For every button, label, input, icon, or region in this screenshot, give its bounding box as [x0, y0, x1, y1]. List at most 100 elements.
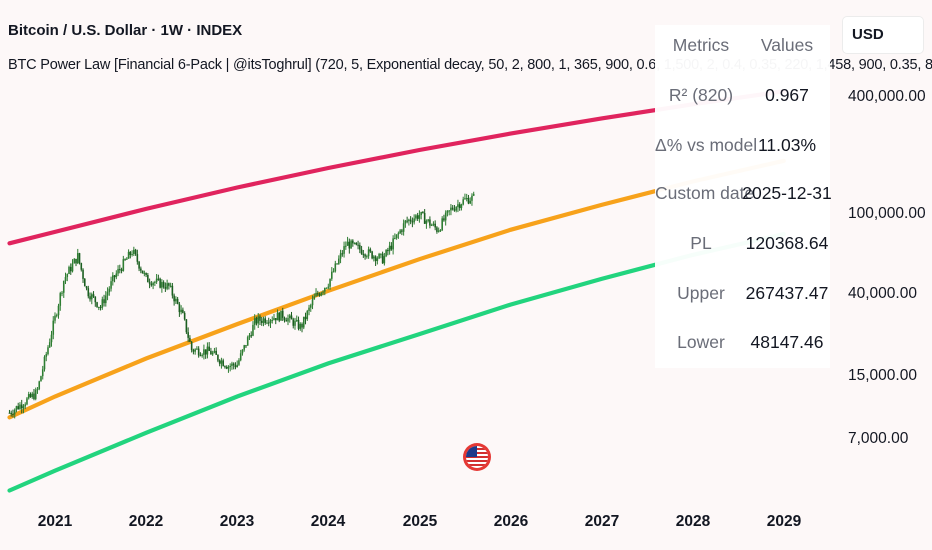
candle-body	[204, 349, 207, 355]
candle-body	[155, 278, 158, 282]
candle-body	[327, 286, 330, 288]
price-scale[interactable]	[840, 0, 932, 550]
candle-body	[409, 219, 412, 222]
candle-body	[444, 212, 447, 221]
time-axis-label: 2025	[402, 513, 438, 530]
candle-body	[455, 207, 457, 211]
candle-body	[145, 272, 147, 275]
candle-body	[318, 294, 321, 296]
candle-body	[222, 360, 224, 367]
candle-body	[68, 266, 70, 274]
metrics-row-custom-date: Custom date 2025-12-31	[655, 183, 832, 211]
candle-body	[427, 219, 429, 221]
candle-body	[168, 283, 170, 286]
candle-body	[315, 293, 317, 297]
candle-body	[313, 296, 316, 300]
candle-body	[38, 381, 41, 390]
candle-body	[259, 316, 261, 321]
candle-body	[366, 256, 368, 258]
candle-body	[316, 293, 319, 295]
candle-body	[280, 310, 282, 321]
candle-body	[308, 307, 310, 311]
candle-body	[171, 285, 174, 296]
candle-body	[436, 227, 438, 232]
candle-body	[341, 253, 344, 255]
candle-body	[62, 280, 65, 293]
candle-body	[453, 209, 456, 211]
candle-body	[253, 318, 256, 325]
candle-body	[269, 320, 272, 324]
candle-body	[210, 350, 212, 355]
price-label: 7,000.00	[848, 430, 909, 447]
chart-title: Bitcoin / U.S. Dollar · 1W · INDEX	[8, 22, 243, 39]
candle-body	[376, 258, 379, 262]
candle-body	[394, 237, 396, 239]
candle-body	[154, 281, 156, 283]
candle-body	[47, 347, 49, 355]
candle-body	[309, 305, 312, 308]
candle-body	[236, 364, 238, 368]
candle-body	[218, 360, 221, 364]
candle-body	[422, 211, 424, 213]
candle-body	[103, 299, 105, 304]
candle-body	[352, 240, 354, 244]
candle-body	[29, 394, 32, 398]
candle-body	[472, 193, 475, 196]
candle-body	[92, 294, 95, 297]
us-flag-icon[interactable]	[463, 443, 491, 471]
candle-body	[33, 393, 35, 400]
candle-body	[143, 272, 146, 274]
candle-body	[299, 323, 302, 329]
candle-body	[187, 332, 189, 338]
candle-body	[134, 249, 137, 255]
candle-body	[176, 298, 179, 304]
candle-body	[26, 398, 28, 405]
candle-body	[110, 281, 112, 289]
candle-body	[332, 271, 335, 273]
candle-body	[189, 337, 191, 342]
candle-body	[346, 241, 349, 246]
metric-value: 0.967	[765, 85, 809, 105]
candle-body	[45, 354, 48, 357]
currency-button[interactable]: USD	[843, 17, 923, 53]
candle-body	[462, 199, 464, 205]
candle-body	[94, 296, 97, 303]
candle-body	[19, 404, 21, 409]
time-axis-label: 2023	[219, 513, 255, 530]
candle-body	[397, 233, 400, 235]
candle-body	[378, 253, 380, 259]
metrics-header-value: Values	[760, 35, 814, 55]
time-axis-label: 2028	[675, 513, 711, 530]
candle-body	[232, 363, 235, 366]
candle-body	[199, 355, 202, 357]
candle-body	[50, 334, 53, 343]
candle-body	[345, 245, 347, 247]
candle-body	[353, 242, 356, 244]
candle-body	[157, 278, 160, 280]
candle-body	[182, 309, 184, 313]
candle-body	[159, 278, 161, 288]
candle-body	[106, 292, 109, 296]
candle-body	[246, 337, 249, 346]
candle-body	[183, 312, 186, 320]
candle-body	[147, 274, 149, 283]
candle-body	[364, 254, 366, 257]
candle-body	[357, 244, 359, 246]
candle-body	[248, 335, 251, 338]
candle-body	[301, 323, 303, 328]
candle-body	[423, 212, 426, 224]
candle-body	[243, 345, 246, 350]
lower-band-line	[7, 232, 786, 493]
candle-body	[64, 277, 67, 281]
candle-body	[131, 253, 133, 255]
candle-body	[443, 218, 445, 221]
candle-body	[281, 310, 284, 318]
candle-body	[52, 320, 55, 335]
candle-body	[392, 238, 394, 250]
candle-body	[413, 218, 415, 223]
candle-body	[169, 285, 172, 287]
candle-body	[192, 349, 195, 352]
candle-body	[55, 315, 58, 317]
metric-key: Upper	[677, 283, 725, 303]
